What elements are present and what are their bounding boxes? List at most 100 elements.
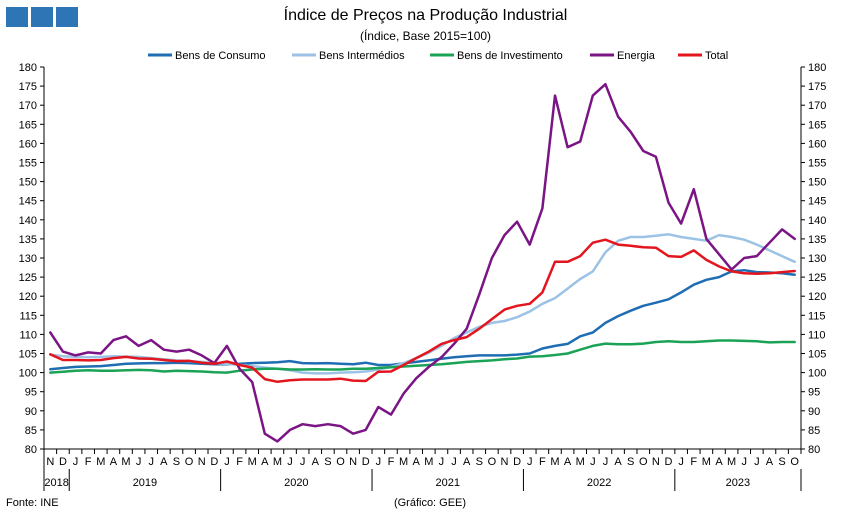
y-tick-label-right: 155 bbox=[808, 158, 826, 170]
y-tick-label-right: 160 bbox=[808, 138, 826, 150]
series-line-total bbox=[49, 238, 796, 384]
y-tick-label-right: 115 bbox=[808, 310, 826, 322]
x-tick-label-month: F bbox=[388, 456, 395, 468]
x-tick-label-month: N bbox=[46, 456, 54, 468]
y-tick-label-left: 105 bbox=[19, 349, 37, 361]
x-tick-label-month: M bbox=[550, 456, 559, 468]
x-tick-label-month: J bbox=[224, 456, 230, 468]
y-tick-label-right: 170 bbox=[808, 100, 826, 112]
x-tick-label-month: F bbox=[236, 456, 243, 468]
y-tick-label-left: 155 bbox=[19, 158, 37, 170]
x-tick-label-month: A bbox=[160, 456, 168, 468]
y-tick-label-right: 180 bbox=[808, 62, 826, 74]
x-tick-label-month: J bbox=[376, 456, 382, 468]
x-tick-label-month: M bbox=[576, 456, 585, 468]
x-tick-label-month: O bbox=[336, 456, 345, 468]
x-tick-label-month: J bbox=[148, 456, 154, 468]
y-tick-label-left: 95 bbox=[25, 387, 37, 399]
y-tick-label-right: 175 bbox=[808, 81, 826, 93]
x-tick-label-month: N bbox=[198, 456, 206, 468]
x-tick-label-month: J bbox=[451, 456, 457, 468]
legend-label: Bens de Investimento bbox=[457, 50, 563, 62]
chart-credit: (Gráfico: GEE) bbox=[393, 497, 467, 509]
x-tick-label-month: J bbox=[603, 456, 609, 468]
y-tick-label-right: 80 bbox=[808, 444, 820, 456]
y-tick-label-left: 145 bbox=[19, 196, 37, 208]
x-tick-label-month: A bbox=[715, 456, 723, 468]
x-tick-label-month: A bbox=[261, 456, 269, 468]
x-tick-label-month: F bbox=[85, 456, 92, 468]
x-tick-label-month: M bbox=[399, 456, 408, 468]
x-tick-label-month: D bbox=[513, 456, 521, 468]
x-tick-label-month: M bbox=[121, 456, 130, 468]
x-tick-label-month: A bbox=[564, 456, 572, 468]
logo-block-3 bbox=[56, 7, 78, 27]
series-line-bens-de-investimento bbox=[49, 339, 796, 374]
series-line-energia bbox=[49, 82, 796, 443]
x-year-label: 2018 bbox=[44, 477, 68, 489]
y-tick-label-left: 125 bbox=[19, 272, 37, 284]
y-tick-label-right: 140 bbox=[808, 215, 826, 227]
y-tick-label-left: 140 bbox=[19, 215, 37, 227]
y-tick-label-left: 135 bbox=[19, 234, 37, 246]
y-tick-label-left: 110 bbox=[19, 329, 37, 341]
y-tick-label-right: 95 bbox=[808, 387, 820, 399]
chart-subtitle: (Índice, Base 2015=100) bbox=[359, 29, 492, 43]
x-year-label: 2019 bbox=[133, 477, 157, 489]
x-tick-label-month: A bbox=[614, 456, 622, 468]
x-tick-label-month: A bbox=[413, 456, 421, 468]
x-tick-label-month: S bbox=[324, 456, 331, 468]
chart-title: Índice de Preços na Produção Industrial bbox=[283, 7, 568, 24]
x-tick-label-month: J bbox=[300, 456, 306, 468]
y-tick-label-left: 100 bbox=[19, 368, 37, 380]
x-tick-label-month: J bbox=[287, 456, 293, 468]
x-tick-label-month: A bbox=[766, 456, 774, 468]
y-tick-label-left: 130 bbox=[19, 253, 37, 265]
y-tick-label-right: 150 bbox=[808, 177, 826, 189]
x-tick-label-month: J bbox=[439, 456, 445, 468]
y-tick-label-left: 90 bbox=[25, 406, 37, 418]
x-tick-label-month: J bbox=[590, 456, 596, 468]
x-tick-label-month: D bbox=[210, 456, 218, 468]
x-tick-label-month: N bbox=[652, 456, 660, 468]
x-tick-label-month: D bbox=[665, 456, 673, 468]
y-tick-label-left: 170 bbox=[19, 100, 37, 112]
y-tick-label-left: 80 bbox=[25, 444, 37, 456]
y-tick-label-left: 85 bbox=[25, 425, 37, 437]
x-tick-label-month: M bbox=[96, 456, 105, 468]
y-tick-label-right: 100 bbox=[808, 368, 826, 380]
x-tick-label-month: J bbox=[754, 456, 760, 468]
x-tick-label-month: A bbox=[110, 456, 118, 468]
x-tick-label-month: S bbox=[173, 456, 180, 468]
x-tick-label-month: J bbox=[136, 456, 142, 468]
x-year-label: 2023 bbox=[726, 477, 750, 489]
y-tick-label-right: 90 bbox=[808, 406, 820, 418]
x-tick-label-month: N bbox=[501, 456, 509, 468]
x-tick-label-month: A bbox=[312, 456, 320, 468]
x-tick-label-month: M bbox=[702, 456, 711, 468]
y-tick-label-left: 120 bbox=[19, 291, 37, 303]
x-tick-label-month: A bbox=[463, 456, 471, 468]
y-tick-label-right: 110 bbox=[808, 329, 826, 341]
x-tick-label-month: M bbox=[273, 456, 282, 468]
y-tick-label-right: 145 bbox=[808, 196, 826, 208]
y-tick-label-left: 180 bbox=[19, 62, 37, 74]
y-tick-label-right: 135 bbox=[808, 234, 826, 246]
y-tick-label-left: 150 bbox=[19, 177, 37, 189]
y-tick-label-right: 105 bbox=[808, 349, 826, 361]
axes: 80 80 85 85 90 90 95 95 100 100 105 105 110 110 115 115… bbox=[19, 62, 826, 491]
x-year-label: 2021 bbox=[435, 477, 459, 489]
x-tick-label-month: J bbox=[73, 456, 79, 468]
legend-label: Bens Intermédios bbox=[319, 50, 405, 62]
y-tick-label-right: 120 bbox=[808, 291, 826, 303]
x-tick-label-month: O bbox=[639, 456, 648, 468]
y-tick-label-left: 115 bbox=[19, 310, 37, 322]
x-tick-label-month: O bbox=[185, 456, 194, 468]
x-year-label: 2022 bbox=[587, 477, 611, 489]
y-tick-label-left: 160 bbox=[19, 138, 37, 150]
y-tick-label-right: 125 bbox=[808, 272, 826, 284]
x-tick-label-month: J bbox=[741, 456, 747, 468]
legend-label: Bens de Consumo bbox=[175, 50, 266, 62]
x-tick-label-month: J bbox=[678, 456, 684, 468]
